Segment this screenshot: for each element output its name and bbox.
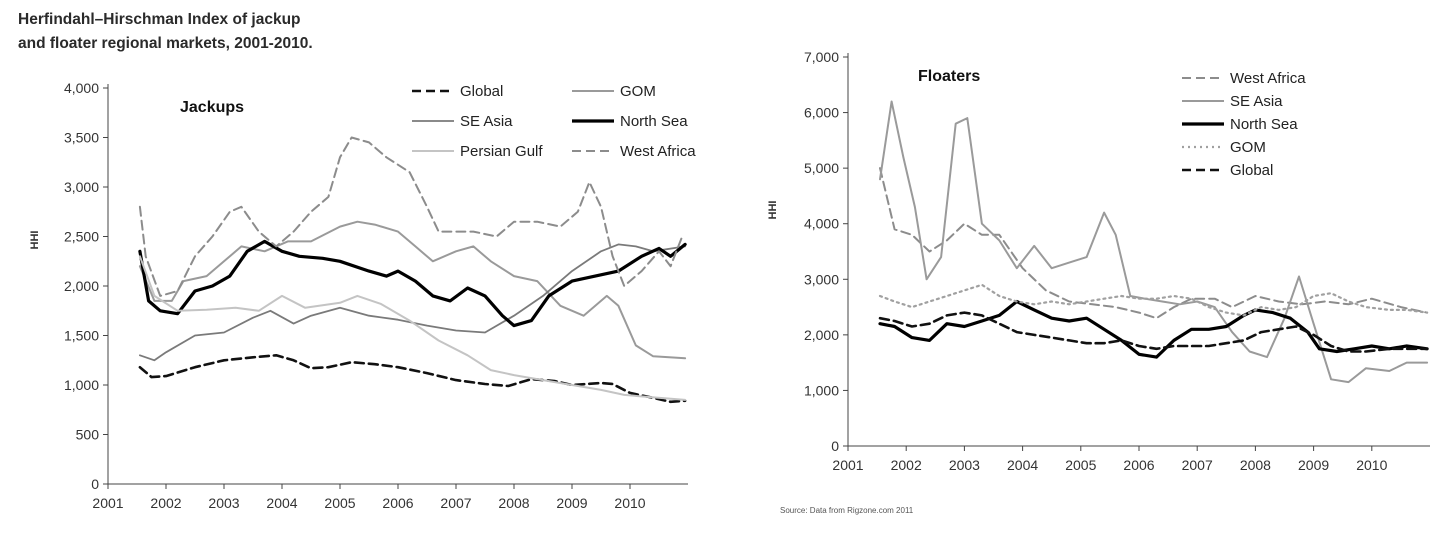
y-tick-label: 1,500 xyxy=(64,328,99,344)
legend-label-north-sea: North Sea xyxy=(1230,116,1298,133)
y-tick-label: 1,000 xyxy=(804,382,839,398)
legend-label-global: Global xyxy=(460,83,503,100)
x-tick-label: 2005 xyxy=(1065,457,1096,473)
series-line-north-sea xyxy=(878,299,1429,359)
series-line-gom xyxy=(138,220,687,360)
source-note: Source: Data from Rigzone.com 2011 xyxy=(780,506,914,515)
y-tick-label: 6,000 xyxy=(804,105,839,121)
x-tick-label: 2005 xyxy=(324,495,355,511)
floaters-chart: 0 1,000 2,000 3,000 4,000 5,000 6,000 7,000 2001… xyxy=(767,49,1430,473)
legend-label-persian-gulf: Persian Gulf xyxy=(460,143,543,160)
y-tick-label: 3,500 xyxy=(64,130,99,146)
y-tick-label: 2,000 xyxy=(804,327,839,343)
legend-label-west-africa: West Africa xyxy=(1230,70,1306,87)
series-line-gom xyxy=(878,283,1429,317)
series-line-se-asia xyxy=(879,100,1429,384)
series-line-north-sea xyxy=(138,239,687,328)
x-tick-label: 2008 xyxy=(1240,457,1271,473)
x-tick-label: 2001 xyxy=(92,495,123,511)
y-tick-label: 4,000 xyxy=(64,80,99,96)
x-tick-label: 2004 xyxy=(1007,457,1038,473)
x-tick-label: 2007 xyxy=(440,495,471,511)
series-line-west-africa xyxy=(138,136,684,297)
x-tick-label: 2003 xyxy=(949,457,980,473)
y-tick-label: 0 xyxy=(831,438,839,454)
x-tick-label: 2003 xyxy=(208,495,239,511)
y-tick-label: 500 xyxy=(76,427,100,443)
figure-title: Herfindahl–Hirschman Index of jackup and… xyxy=(18,8,313,56)
x-tick-label: 2001 xyxy=(832,457,863,473)
series-line-se-asia xyxy=(139,243,686,362)
y-tick-label: 0 xyxy=(91,476,99,492)
x-tick-label: 2007 xyxy=(1182,457,1213,473)
y-axis-label: HHI xyxy=(767,201,779,220)
panel-title: Jackups xyxy=(180,99,244,116)
series-line-west-africa xyxy=(879,167,1429,320)
legend-label-north-sea: North Sea xyxy=(620,113,688,130)
y-tick-label: 3,000 xyxy=(64,179,99,195)
legend-label-se-asia: SE Asia xyxy=(1230,93,1283,110)
series-line-global xyxy=(138,354,687,404)
y-tick-label: 2,000 xyxy=(64,278,99,294)
panel-title: Floaters xyxy=(918,68,980,85)
legend-label-gom: GOM xyxy=(1230,139,1266,156)
x-tick-label: 2010 xyxy=(1356,457,1387,473)
y-tick-label: 4,000 xyxy=(804,216,839,232)
x-tick-label: 2006 xyxy=(1123,457,1154,473)
x-tick-label: 2004 xyxy=(266,495,297,511)
legend-label-se-asia: SE Asia xyxy=(460,113,513,130)
series-line-global xyxy=(878,311,1429,353)
legend-label-west-africa: West Africa xyxy=(620,143,696,160)
figure-title-line-2: and floater regional markets, 2001-2010. xyxy=(18,35,313,52)
x-tick-label: 2010 xyxy=(614,495,645,511)
y-tick-label: 2,500 xyxy=(64,229,99,245)
legend-label-global: Global xyxy=(1230,162,1273,179)
x-tick-label: 2002 xyxy=(891,457,922,473)
legend-label-gom: GOM xyxy=(620,83,656,100)
y-tick-label: 7,000 xyxy=(804,49,839,65)
series-line-persian-gulf xyxy=(138,255,687,401)
x-tick-label: 2002 xyxy=(150,495,181,511)
x-tick-label: 2009 xyxy=(556,495,587,511)
y-axis-label: HHI xyxy=(29,231,41,250)
x-tick-label: 2008 xyxy=(498,495,529,511)
x-tick-label: 2009 xyxy=(1298,457,1329,473)
y-tick-label: 1,000 xyxy=(64,377,99,393)
figure-title-line-1: Herfindahl–Hirschman Index of jackup xyxy=(18,11,301,28)
y-tick-label: 5,000 xyxy=(804,160,839,176)
y-tick-label: 3,000 xyxy=(804,271,839,287)
jackups-chart: 0 500 1,000 1,500 2,000 2,500 3,000 3,500 4,000 2… xyxy=(29,80,696,511)
x-tick-label: 2006 xyxy=(382,495,413,511)
